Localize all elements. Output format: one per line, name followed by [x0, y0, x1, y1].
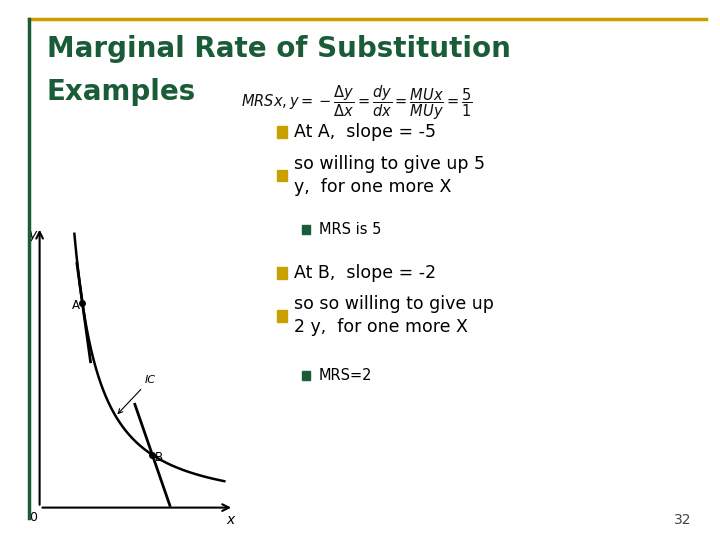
Text: 0: 0 — [29, 511, 37, 524]
Text: so willing to give up 5
y,  for one more X: so willing to give up 5 y, for one more … — [294, 155, 485, 196]
Text: so so willing to give up
2 y,  for one more X: so so willing to give up 2 y, for one mo… — [294, 295, 494, 336]
Text: Examples: Examples — [47, 78, 196, 106]
Text: B: B — [156, 451, 163, 464]
Text: At B,  slope = -2: At B, slope = -2 — [294, 264, 436, 282]
Text: MRS is 5: MRS is 5 — [319, 222, 382, 237]
Text: MRS=2: MRS=2 — [319, 368, 372, 383]
Text: IC: IC — [118, 375, 156, 414]
Text: At A,  slope = -5: At A, slope = -5 — [294, 123, 436, 141]
Text: $\mathit{MRSx}, y = -\dfrac{\Delta y}{\Delta x}= \dfrac{dy}{dx} = \dfrac{MUx}{MU: $\mathit{MRSx}, y = -\dfrac{\Delta y}{\D… — [241, 84, 473, 122]
Text: A: A — [72, 299, 80, 312]
Text: 32: 32 — [674, 512, 691, 526]
Text: x: x — [226, 513, 234, 527]
Text: Marginal Rate of Substitution: Marginal Rate of Substitution — [47, 35, 510, 63]
Text: y: y — [29, 228, 37, 242]
